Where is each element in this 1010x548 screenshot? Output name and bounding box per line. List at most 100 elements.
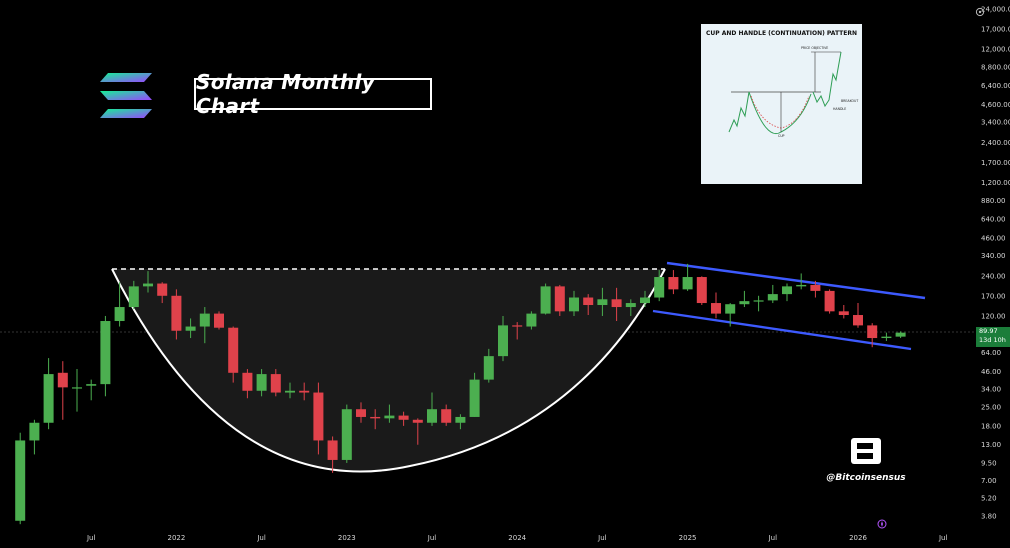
candle-body xyxy=(654,277,665,298)
candle-body xyxy=(427,409,437,423)
y-tick-label: 46.00 xyxy=(981,368,1001,376)
x-tick-label: 2026 xyxy=(849,534,867,542)
candle xyxy=(498,315,508,362)
x-tick-label: 2022 xyxy=(167,534,185,542)
x-tick-label: Jul xyxy=(768,534,778,542)
candle xyxy=(526,311,537,330)
candle xyxy=(810,280,821,298)
candle-body xyxy=(625,303,636,308)
candle-body xyxy=(171,295,182,331)
x-tick-label: 2023 xyxy=(338,534,356,542)
candle xyxy=(867,323,878,348)
candle-body xyxy=(668,277,679,290)
current-price-value: 89.97 xyxy=(979,327,998,335)
candle-body xyxy=(199,313,210,327)
bitcoinsensus-logo-icon xyxy=(851,438,881,464)
candle xyxy=(313,382,324,455)
x-tick-label: Jul xyxy=(256,534,266,542)
solana-logo-icon xyxy=(100,73,152,119)
y-tick-label: 64.00 xyxy=(981,349,1001,357)
y-tick-label: 8,800.00 xyxy=(981,64,1010,72)
y-tick-label: 24,000.00 xyxy=(981,6,1010,14)
settings-icon[interactable] xyxy=(975,4,985,17)
candle-body xyxy=(412,419,423,423)
candle xyxy=(455,414,466,430)
candle xyxy=(767,284,778,304)
y-tick-label: 4,600.00 xyxy=(981,101,1010,109)
candles-group xyxy=(15,263,906,525)
candle xyxy=(881,332,892,341)
y-tick-label: 340.00 xyxy=(981,252,1006,260)
candle-body xyxy=(313,392,324,441)
candle-body xyxy=(739,301,750,305)
candle-body xyxy=(29,422,40,441)
candle xyxy=(824,289,835,314)
y-tick-label: 120.00 xyxy=(981,312,1006,320)
candle-body xyxy=(43,374,54,423)
candle xyxy=(143,271,153,293)
candle-body xyxy=(157,283,168,296)
chart-title-box: Solana Monthly Chart xyxy=(194,70,432,118)
inset-diagram: PRICE OBJECTIVE BREAKOUT HANDLE CUP xyxy=(728,46,858,138)
inset-label-price-objective: PRICE OBJECTIVE xyxy=(801,46,828,50)
y-tick-label: 3.80 xyxy=(981,513,997,521)
candle-body xyxy=(15,440,26,521)
candle-body xyxy=(299,390,310,393)
candle xyxy=(654,270,665,302)
x-tick-label: 2024 xyxy=(508,534,526,542)
x-axis: Jul 2022 Jul 2023 Jul 2024 Jul 2025 Jul 2026 Jul xyxy=(86,534,948,542)
candle-body xyxy=(100,321,111,385)
channel-upper-line xyxy=(666,261,926,300)
y-tick-label: 640.00 xyxy=(981,215,1006,223)
candle-body xyxy=(640,297,650,304)
current-price-tag: 89.97 13d 10h xyxy=(976,327,1010,347)
y-tick-label: 5.20 xyxy=(981,494,997,502)
candle xyxy=(512,322,523,340)
candle xyxy=(441,404,452,426)
candle xyxy=(242,369,253,399)
x-tick-label: 2025 xyxy=(679,534,697,542)
candle-body xyxy=(356,409,366,417)
candle-body xyxy=(370,416,381,419)
candle xyxy=(270,369,281,397)
candle-body xyxy=(782,286,792,295)
candle-body xyxy=(228,327,239,373)
candle-body xyxy=(185,326,196,331)
candle xyxy=(469,372,480,417)
candle-body xyxy=(270,374,281,393)
brand-block: @Bitcoinsensus xyxy=(826,438,906,483)
candle-body xyxy=(441,409,452,423)
candle xyxy=(370,409,381,430)
y-tick-label: 170.00 xyxy=(981,292,1006,300)
candle xyxy=(43,358,54,430)
compass-icon[interactable] xyxy=(877,516,887,529)
candle-body xyxy=(554,286,565,312)
candle xyxy=(256,369,267,397)
y-tick-label: 25.00 xyxy=(981,403,1001,411)
candle-countdown: 13d 10h xyxy=(979,336,1006,344)
candle xyxy=(214,311,224,330)
candle-body xyxy=(214,313,224,328)
candle xyxy=(185,318,196,339)
candle xyxy=(285,382,295,399)
chart-title: Solana Monthly Chart xyxy=(196,70,375,118)
inset-label-breakout: BREAKOUT xyxy=(841,99,858,103)
candle xyxy=(625,299,636,316)
candle-body xyxy=(256,374,267,391)
candle xyxy=(427,392,437,426)
y-tick-label: 240.00 xyxy=(981,272,1006,280)
candle xyxy=(114,282,125,327)
y-tick-label: 3,400.00 xyxy=(981,119,1010,127)
candle xyxy=(540,283,551,315)
candle xyxy=(611,287,622,322)
candle-body xyxy=(583,297,594,306)
candle-body xyxy=(824,290,835,312)
y-tick-label: 460.00 xyxy=(981,235,1006,243)
candle-body xyxy=(512,325,523,327)
candle-body xyxy=(725,304,736,314)
candle-body xyxy=(143,283,153,287)
candle xyxy=(569,290,579,316)
candle xyxy=(384,404,395,423)
candle-body xyxy=(753,300,764,302)
